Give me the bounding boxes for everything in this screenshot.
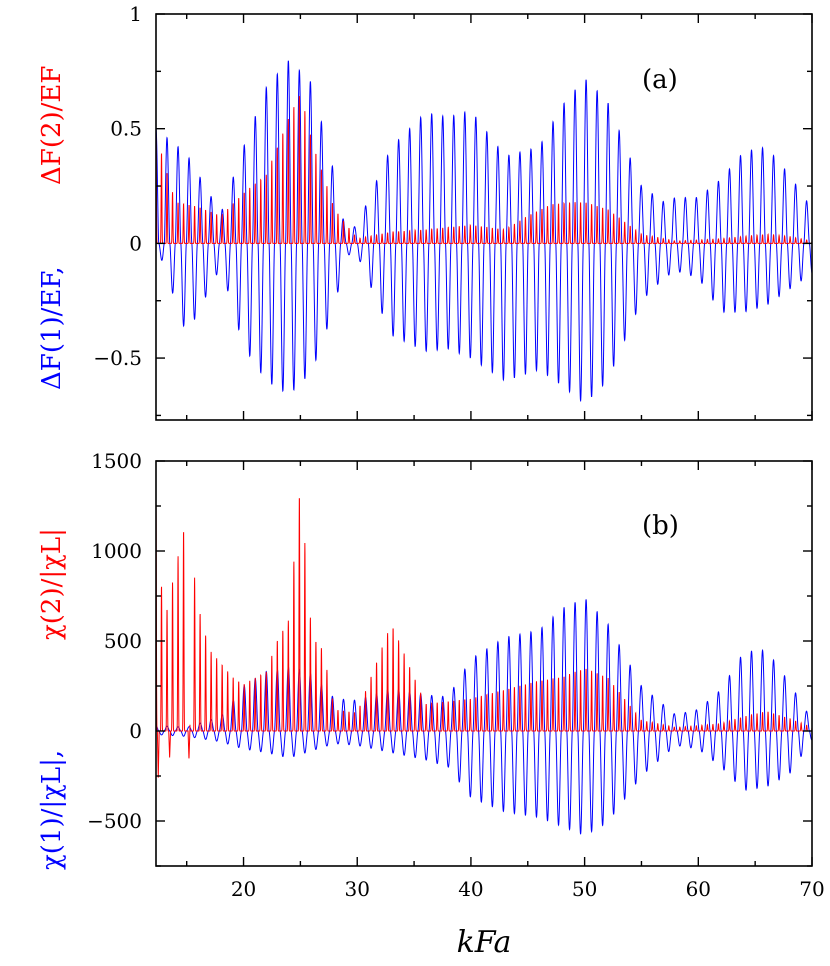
series-line-2 <box>155 498 813 778</box>
x-tick-label: 70 <box>799 877 824 901</box>
y-tick-label: 0.5 <box>110 117 142 141</box>
frame-a <box>155 13 813 421</box>
y-tick-label: 1500 <box>91 449 142 473</box>
panel-b-ylabel-series1: χ(1)/|χL|, <box>37 750 67 870</box>
panel-b: 20 30 40 50 60 70 −500 0 500 1000 1500 (b) χ(1)/|χ… <box>37 449 825 960</box>
x-axis-label: kFa <box>457 925 512 960</box>
x-tick-label: 30 <box>345 877 370 901</box>
frame-b <box>155 460 813 867</box>
panel-b-ylabel-series2: χ(2)/|χL| <box>37 528 67 640</box>
x-tick-label: 60 <box>686 877 711 901</box>
y-tick-label: 0 <box>129 719 142 743</box>
series-line-1 <box>155 60 813 403</box>
y-tick-label: 1 <box>129 2 142 26</box>
panel-b-tag: (b) <box>642 511 679 541</box>
panel-a: −0.5 0 0.5 1 (a) ΔF(1)/EF, ΔF(2)/EF <box>37 2 813 421</box>
plot-area-b <box>155 498 813 835</box>
panel-a-ylabel-series2: ΔF(2)/EF <box>37 66 67 185</box>
y-tick-label: 500 <box>104 629 142 653</box>
plot-area-a <box>155 60 813 403</box>
y-tick-label: −500 <box>87 809 142 833</box>
y-tick-label: 1000 <box>91 539 142 563</box>
y-tick-label: −0.5 <box>93 346 142 370</box>
series-line-1 <box>155 599 813 835</box>
x-tick-label: 20 <box>231 877 256 901</box>
x-tick-label: 40 <box>458 877 483 901</box>
panel-a-ylabel-series1: ΔF(1)/EF, <box>37 266 67 390</box>
ticks-b: 20 30 40 50 60 70 −500 0 500 1000 1500 <box>87 449 825 901</box>
ticks-a: −0.5 0 0.5 1 <box>93 2 813 420</box>
panel-a-tag: (a) <box>642 65 678 95</box>
series-line-2 <box>155 96 813 244</box>
x-tick-label: 50 <box>572 877 597 901</box>
y-tick-label: 0 <box>129 231 142 255</box>
